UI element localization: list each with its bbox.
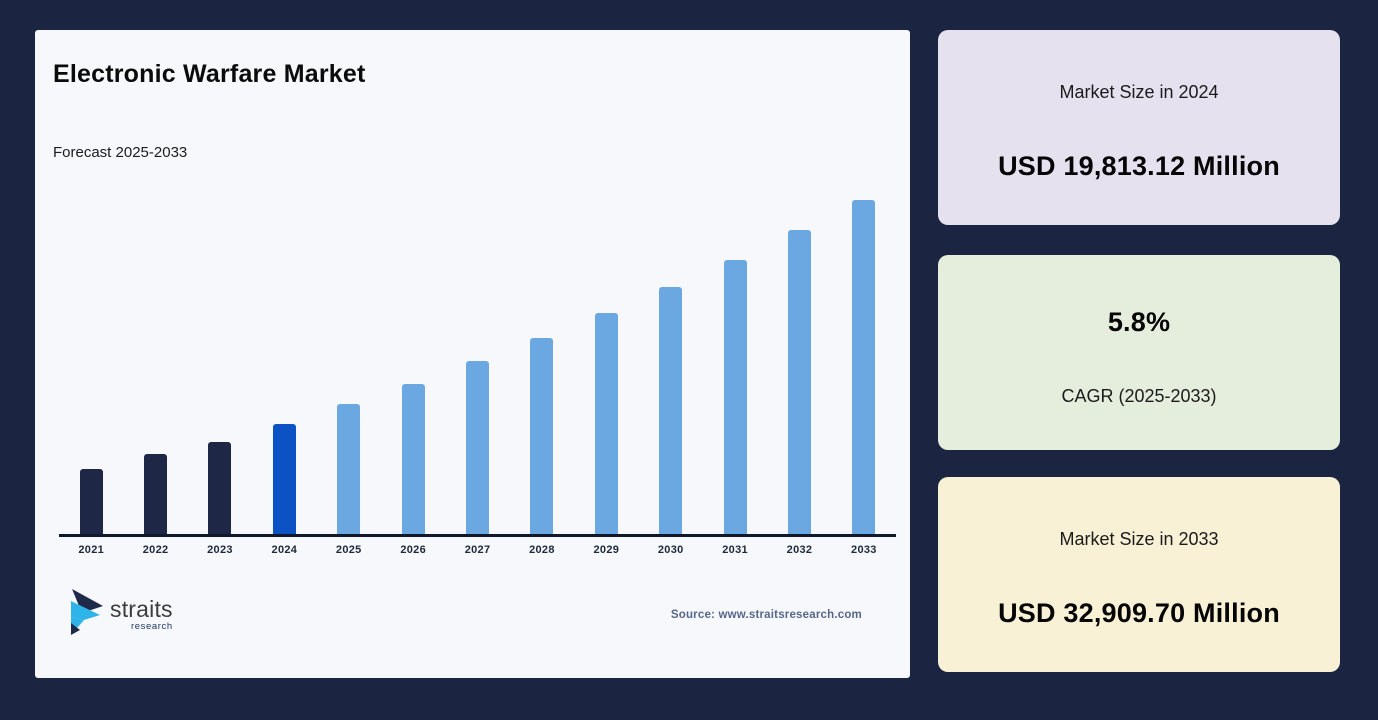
bar-2024 bbox=[272, 424, 296, 534]
x-tick-2031: 2031 bbox=[722, 543, 748, 556]
x-tick-2024: 2024 bbox=[271, 543, 298, 556]
card-cagr: 5.8% CAGR (2025-2033) bbox=[938, 255, 1340, 450]
card-2024-value: USD 19,813.12 Million bbox=[998, 150, 1280, 181]
bar-chart: 2021 2022 2023 2024 2025 2026 2027 2028 2029 2030… bbox=[59, 198, 896, 556]
brand-subname: research bbox=[130, 620, 173, 632]
x-tick-2032: 2032 bbox=[786, 543, 813, 556]
chart-panel: Electronic Warfare Market Forecast 2025-… bbox=[35, 30, 910, 678]
bar-2028 bbox=[530, 338, 554, 534]
source-link[interactable]: Source: www.straitsresearch.com bbox=[670, 608, 862, 621]
bar-column-2022 bbox=[123, 454, 187, 534]
bar-2025 bbox=[337, 404, 361, 534]
card-2033-value: USD 32,909.70 Million bbox=[998, 597, 1280, 628]
x-tick-2025: 2025 bbox=[335, 543, 362, 556]
bar-2030 bbox=[659, 287, 683, 534]
bar-column-2032 bbox=[767, 230, 831, 534]
panel-footer: straits research Source: www.straitsrese… bbox=[68, 587, 862, 642]
x-axis-labels: 2021 2022 2023 2024 2025 2026 2027 2028 2029 2030… bbox=[59, 544, 896, 556]
card-2024-label: Market Size in 2024 bbox=[1059, 81, 1219, 102]
bar-column-2021 bbox=[59, 469, 123, 534]
bar-2027 bbox=[466, 361, 490, 534]
card-cagr-label: CAGR (2025-2033) bbox=[1061, 385, 1217, 406]
x-tick-2029: 2029 bbox=[593, 543, 620, 556]
x-axis-line bbox=[59, 534, 896, 537]
bar-2021 bbox=[79, 469, 103, 534]
card-2033-label: Market Size in 2033 bbox=[1059, 528, 1219, 549]
x-tick-2028: 2028 bbox=[529, 543, 555, 556]
x-tick-2021: 2021 bbox=[78, 543, 105, 556]
x-tick-2026: 2026 bbox=[400, 543, 426, 556]
bar-column-2025 bbox=[317, 404, 381, 534]
x-tick-2033: 2033 bbox=[851, 543, 877, 556]
x-tick-2023: 2023 bbox=[207, 543, 233, 556]
bar-2031 bbox=[723, 260, 747, 534]
bar-column-2026 bbox=[381, 384, 445, 534]
bar-column-2023 bbox=[188, 442, 252, 534]
x-tick-2030: 2030 bbox=[657, 543, 684, 556]
bar-2026 bbox=[401, 384, 425, 534]
bar-2033 bbox=[852, 200, 876, 534]
bar-column-2027 bbox=[445, 361, 509, 534]
bar-plot bbox=[59, 198, 896, 534]
bar-column-2029 bbox=[574, 313, 638, 534]
card-market-size-2033: Market Size in 2033 USD 32,909.70 Millio… bbox=[938, 477, 1340, 672]
chart-subtitle: Forecast 2025-2033 bbox=[53, 144, 188, 161]
bar-column-2030 bbox=[639, 287, 703, 534]
stat-cards-column: Market Size in 2024 USD 19,813.12 Millio… bbox=[938, 30, 1340, 672]
brand-logo: straits research bbox=[68, 587, 173, 642]
bar-2029 bbox=[594, 313, 618, 534]
bar-column-2031 bbox=[703, 260, 767, 534]
bar-column-2033 bbox=[832, 200, 896, 534]
bar-column-2024 bbox=[252, 424, 316, 534]
card-cagr-value: 5.8% bbox=[1107, 306, 1171, 337]
x-tick-2027: 2027 bbox=[464, 543, 491, 556]
bar-2032 bbox=[787, 230, 811, 534]
card-market-size-2024: Market Size in 2024 USD 19,813.12 Millio… bbox=[938, 30, 1340, 225]
chart-title: Electronic Warfare Market bbox=[53, 60, 366, 88]
straits-logo-icon bbox=[68, 587, 105, 642]
bar-2022 bbox=[144, 454, 168, 534]
bar-2023 bbox=[208, 442, 232, 534]
bar-column-2028 bbox=[510, 338, 574, 534]
x-tick-2022: 2022 bbox=[142, 543, 169, 556]
brand-name: straits bbox=[110, 595, 173, 622]
